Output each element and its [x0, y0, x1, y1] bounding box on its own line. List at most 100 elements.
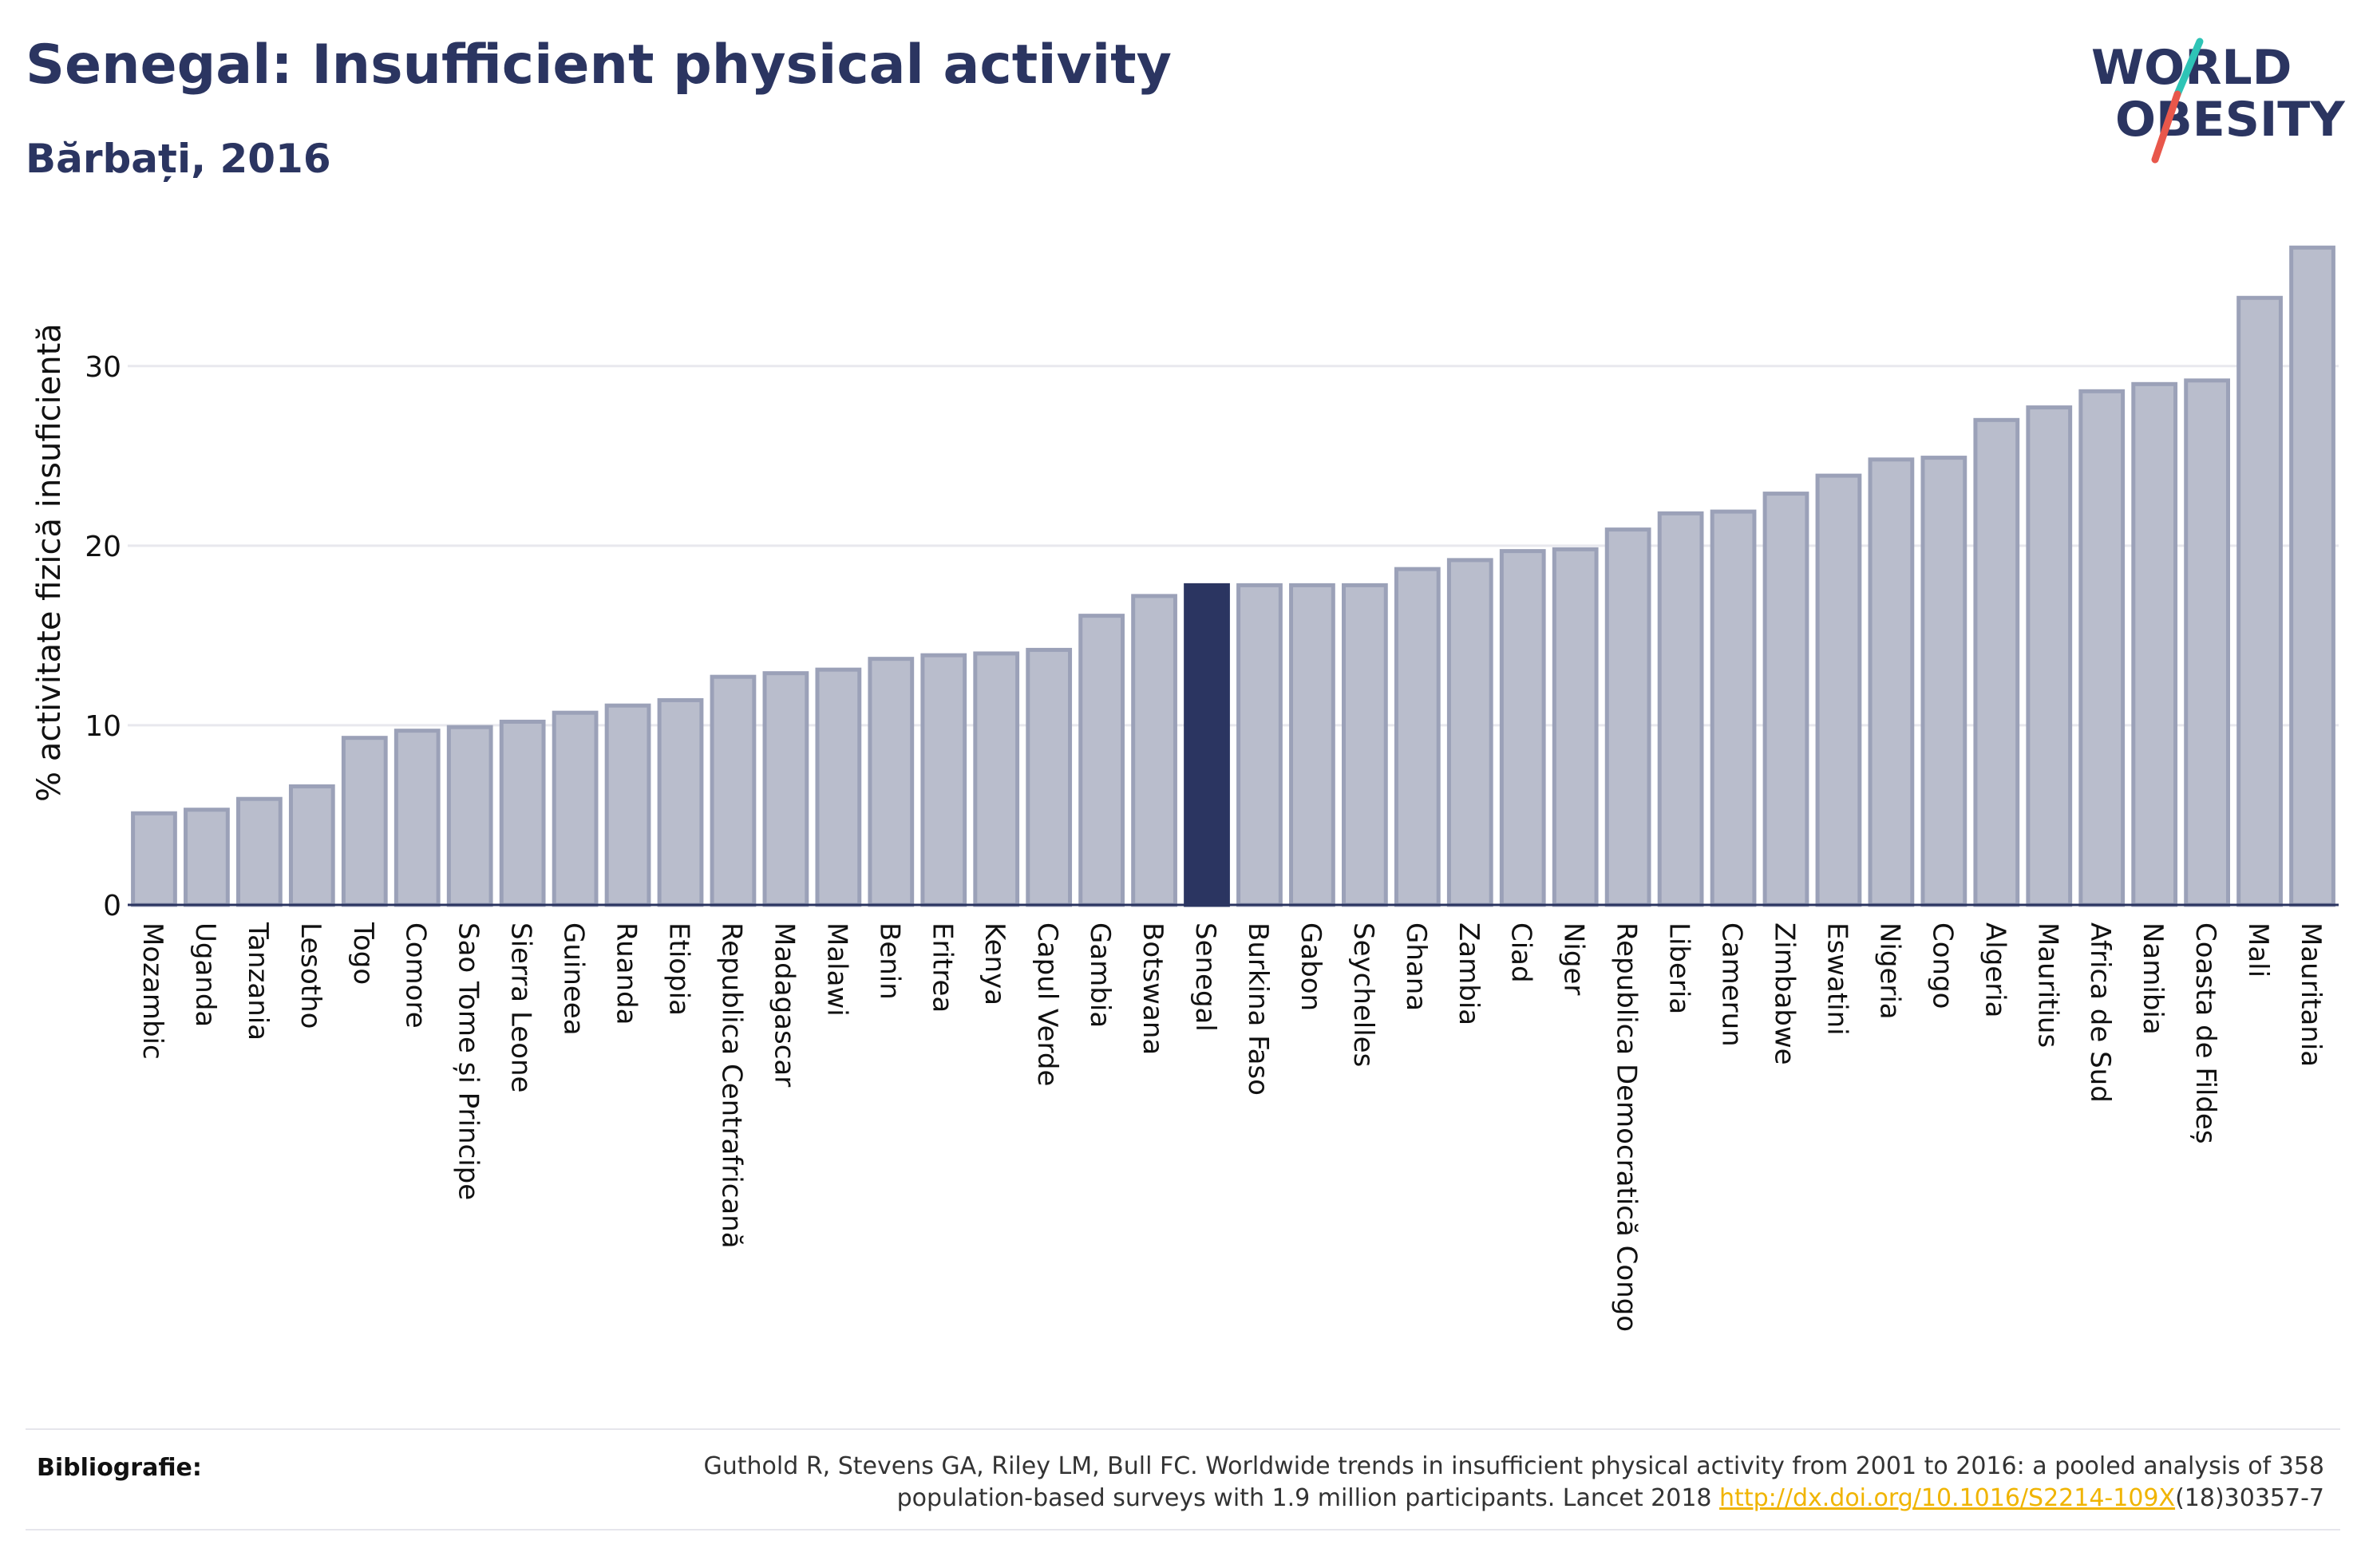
page-title: Senegal: Insufficient physical activity — [26, 34, 1172, 97]
bar-botswana — [1131, 594, 1177, 907]
x-tick-label: Kenya — [979, 922, 1010, 1005]
x-tick-label: Togo — [347, 922, 379, 985]
x-tick-label: Republica Centrafricană — [715, 922, 747, 1249]
bar-burkina-faso — [1236, 583, 1283, 907]
x-tick-label: Sierra Leone — [505, 922, 537, 1092]
bar-sierra-leone — [499, 719, 546, 907]
bar-kenya — [973, 651, 1020, 907]
y-tick-label: 20 — [85, 531, 121, 563]
x-tick-label: Uganda — [189, 922, 221, 1027]
bar-eritrea — [920, 653, 967, 907]
x-tick-label: Burkina Faso — [1242, 922, 1274, 1096]
x-tick-label: Congo — [1926, 922, 1958, 1009]
x-tick-label: Botswana — [1137, 922, 1169, 1055]
bar-seychelles — [1342, 583, 1388, 907]
x-tick-label: Comore — [400, 922, 432, 1029]
x-tick-label: Algeria — [1979, 922, 2011, 1017]
logo-word-obesity: OBESITY — [2115, 92, 2346, 148]
bar-republica-centrafricană — [710, 674, 757, 907]
bar-mauritius — [2026, 405, 2073, 907]
bar-algeria — [1973, 417, 2020, 907]
bar-uganda — [184, 808, 230, 907]
bar-senegal — [1184, 583, 1230, 907]
bibliography-line2-suffix: (18)30357-7 — [2175, 1484, 2324, 1512]
page-subtitle: Bărbați, 2016 — [26, 136, 331, 182]
bar-etiopia — [657, 697, 704, 907]
x-tick-label: Mauritania — [2295, 922, 2327, 1067]
bar-mozambic — [131, 811, 177, 907]
bar-togo — [341, 736, 388, 907]
bar-nigeria — [1868, 457, 1915, 907]
logo-slash-red — [2151, 90, 2181, 164]
bar-gambia — [1078, 614, 1125, 907]
bar-coasta-de-fildeș — [2184, 378, 2230, 907]
y-tick-labels: 0 10 20 30 — [85, 351, 121, 922]
x-tick-label: Namibia — [2137, 922, 2169, 1035]
bar-zimbabwe — [1762, 492, 1809, 907]
bibliography-label: Bibliografie: — [37, 1454, 202, 1482]
bar-eswatini — [1815, 473, 1862, 907]
x-tick-label: Senegal — [1189, 922, 1221, 1032]
bar-guineea — [552, 710, 599, 907]
bar-ruanda — [604, 703, 651, 907]
y-tick-label: 30 — [85, 351, 121, 384]
x-tick-label: Africa de Sud — [2084, 922, 2116, 1103]
bar-capul-verde — [1026, 647, 1073, 907]
x-tick-label: Benin — [873, 922, 905, 1000]
x-tick-label: Mauritius — [2031, 922, 2063, 1048]
x-tick-label: Camerun — [1716, 922, 1748, 1047]
x-tick-label: Ghana — [1400, 922, 1432, 1011]
bibliography-line1: Guthold R, Stevens GA, Riley LM, Bull FC… — [703, 1452, 2324, 1480]
bar-namibia — [2131, 381, 2178, 907]
world-obesity-logo: WORLD OBESITY — [2091, 38, 2346, 164]
bar-niger — [1552, 547, 1599, 907]
y-axis-label: % activitate fizică insuficientă — [31, 323, 68, 802]
bar-benin — [868, 657, 915, 907]
doi-link[interactable]: http://dx.doi.org/10.1016/S2214-109X — [1719, 1484, 2176, 1512]
bar-lesotho — [288, 784, 335, 907]
bar-sao-tome-și-principe — [446, 725, 493, 907]
x-tick-label: Mali — [2242, 922, 2274, 978]
bar-republica-democratică-congo — [1604, 527, 1651, 907]
bibliography-text: Guthold R, Stevens GA, Riley LM, Bull FC… — [488, 1451, 2324, 1515]
bar-madagascar — [762, 671, 809, 907]
bar-congo — [1920, 456, 1968, 907]
x-tick-label: Mozambic — [136, 922, 168, 1060]
bar-mauritania — [2289, 245, 2335, 907]
bibliography-line2-prefix: population-based surveys with 1.9 millio… — [896, 1484, 1720, 1512]
x-tick-label: Zimbabwe — [1769, 922, 1801, 1065]
bar-ghana — [1394, 567, 1441, 907]
bar-mali — [2236, 295, 2283, 907]
x-tick-label: Etiopia — [663, 922, 695, 1016]
x-tick-labels: Mozambic Uganda Tanzania Lesotho Togo Comore S… — [136, 922, 2327, 1332]
x-tick-label: Malawi — [821, 922, 852, 1017]
x-tick-label: Gabon — [1295, 922, 1327, 1011]
bar-chart: 0 10 20 30 Mozambic Uganda Tanzania Lesotho Tog… — [31, 245, 2339, 1332]
bar-malawi — [815, 667, 862, 907]
bar-camerun — [1710, 509, 1757, 907]
bar-liberia — [1657, 511, 1704, 907]
x-tick-label: Sao Tome și Principe — [453, 922, 484, 1200]
bar-zambia — [1446, 558, 1493, 907]
x-tick-label: Guineea — [558, 922, 590, 1036]
bar-africa-de-sud — [2078, 389, 2126, 907]
x-tick-label: Eritrea — [926, 922, 958, 1013]
x-tick-label: Eswatini — [1821, 922, 1853, 1036]
y-tick-label: 10 — [85, 710, 121, 743]
bar-gabon — [1289, 583, 1335, 907]
x-tick-label: Republica Democratică Congo — [1611, 922, 1643, 1332]
x-tick-label: Nigeria — [1873, 922, 1905, 1020]
x-tick-label: Seychelles — [1347, 922, 1379, 1067]
x-tick-label: Capul Verde — [1031, 922, 1063, 1086]
x-tick-label: Madagascar — [768, 922, 800, 1087]
x-tick-label: Zambia — [1453, 922, 1485, 1025]
bars-layer — [131, 245, 2335, 907]
logo-slash-teal — [2173, 38, 2204, 98]
x-tick-label: Tanzania — [242, 922, 274, 1041]
bibliography-panel: Bibliografie: Guthold R, Stevens GA, Ril… — [26, 1428, 2340, 1530]
x-tick-label: Liberia — [1663, 922, 1695, 1014]
bar-ciad — [1499, 549, 1546, 907]
bar-tanzania — [236, 796, 283, 907]
x-tick-label: Lesotho — [295, 922, 326, 1029]
grid-layer — [128, 365, 2339, 727]
